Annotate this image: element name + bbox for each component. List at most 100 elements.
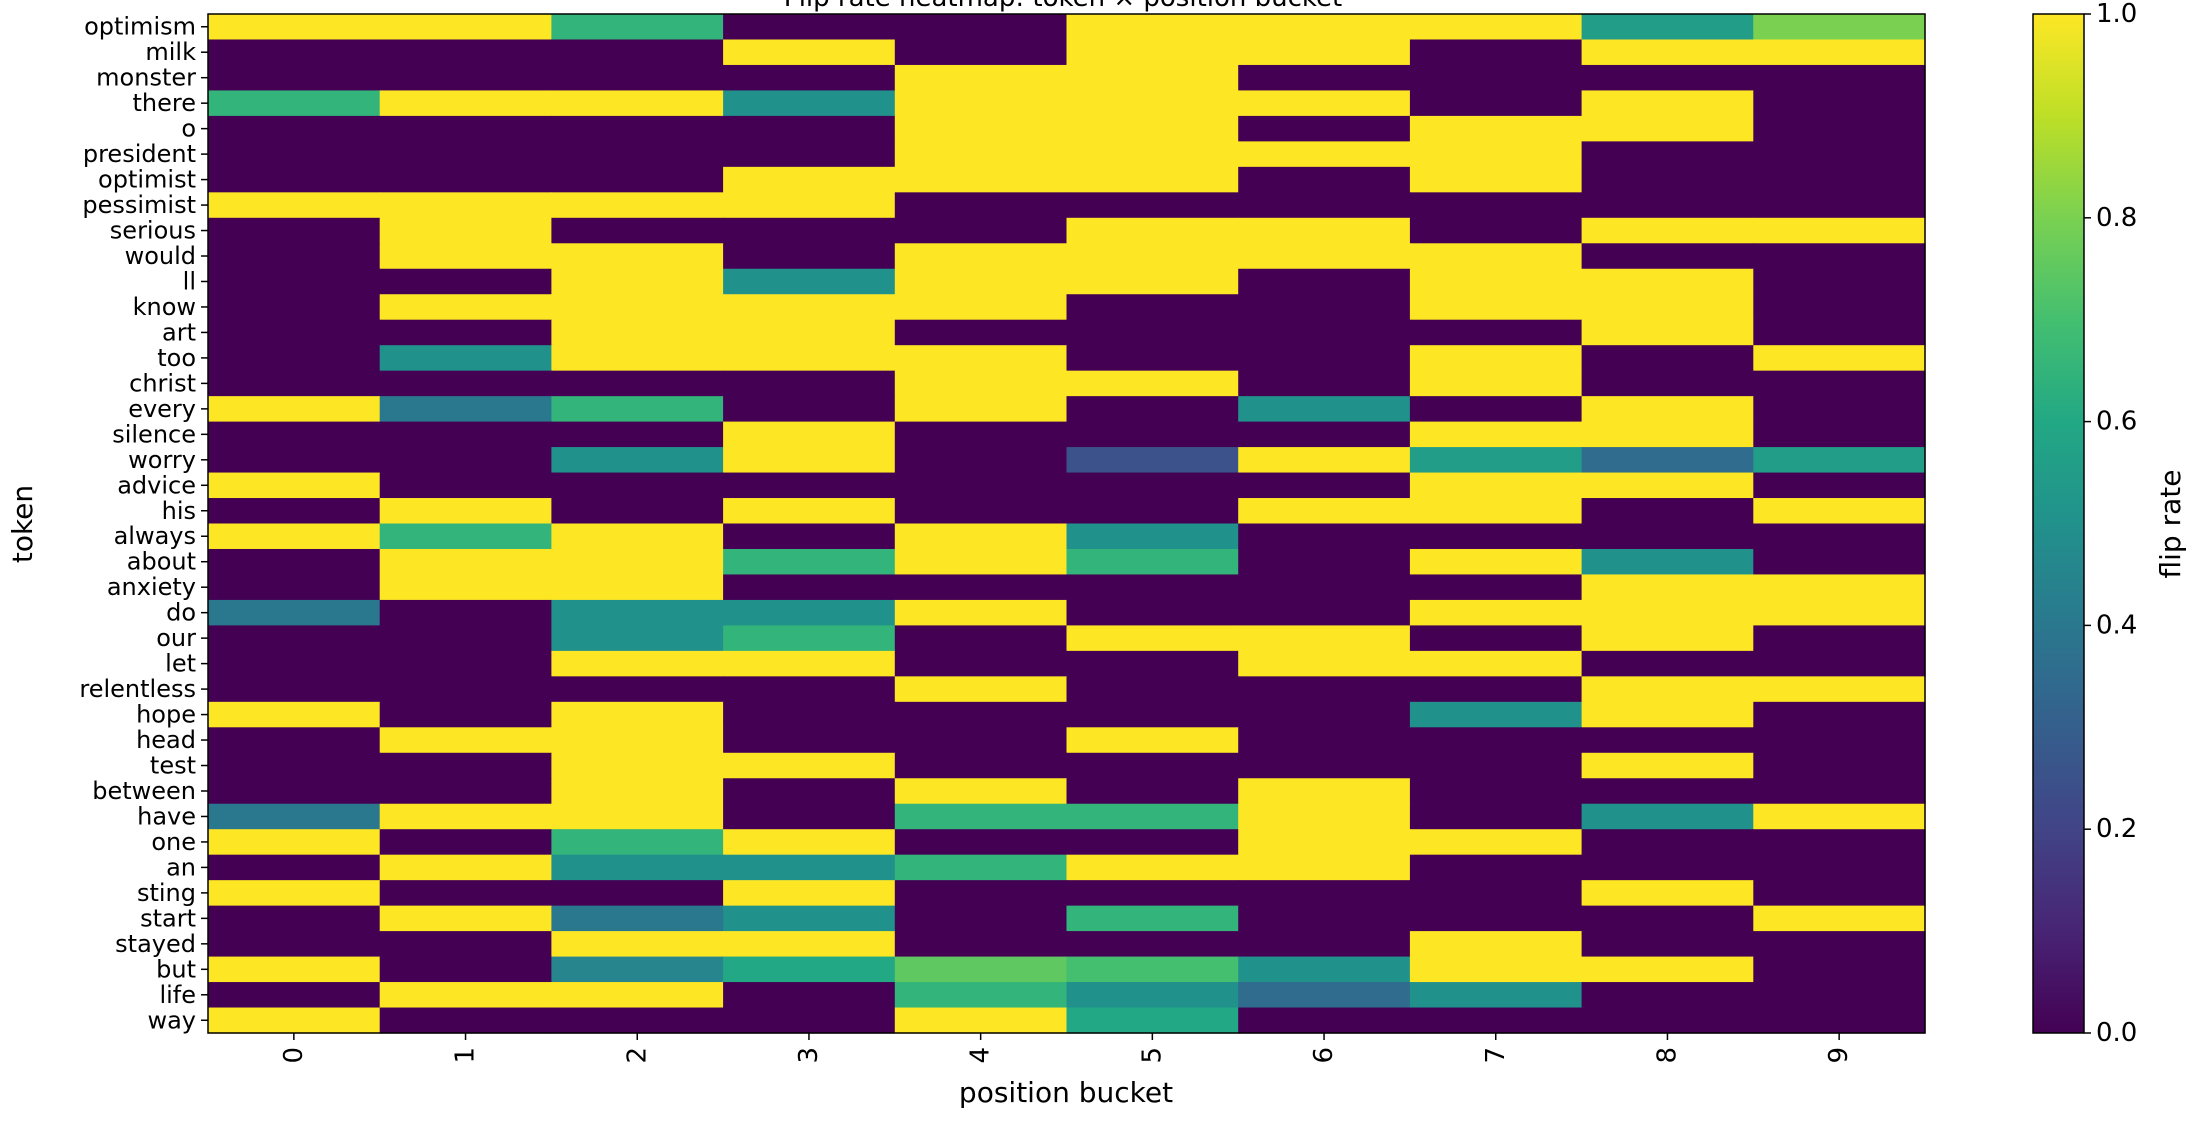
heatmap-cell <box>1753 854 1926 881</box>
y-tick-label: every <box>128 395 196 423</box>
heatmap-cell <box>1238 141 1411 168</box>
heatmap-cell <box>1409 217 1583 244</box>
heatmap-cell <box>379 396 552 423</box>
heatmap-cell <box>1409 64 1583 92</box>
heatmap-cell <box>1409 294 1583 321</box>
heatmap-cell <box>894 982 1068 1009</box>
heatmap-cell <box>1753 727 1926 754</box>
heatmap-cell <box>894 319 1068 346</box>
heatmap-cell <box>379 956 552 983</box>
heatmap-cell <box>1238 727 1411 754</box>
heatmap-cell <box>1238 625 1411 652</box>
heatmap-cell <box>1066 803 1239 830</box>
heatmap-cell <box>1066 625 1239 652</box>
heatmap-cell <box>1238 701 1411 728</box>
y-tick-label: but <box>156 955 196 983</box>
heatmap-cell <box>208 192 381 219</box>
heatmap-cell <box>551 345 724 372</box>
heatmap-cell <box>1066 421 1239 448</box>
heatmap-cell <box>1409 319 1583 346</box>
heatmap-cell <box>1409 956 1583 983</box>
heatmap-cell <box>208 803 381 830</box>
heatmap-cell <box>894 854 1068 881</box>
heatmap-cell <box>1753 548 1926 576</box>
heatmap-cell <box>1581 39 1754 66</box>
heatmap-cell <box>1066 727 1239 754</box>
heatmap-cell <box>1581 217 1754 244</box>
heatmap-cell <box>1753 752 1926 779</box>
y-tick-label: know <box>133 293 196 321</box>
heatmap-cell <box>894 192 1068 219</box>
y-tick-label: head <box>136 726 196 754</box>
heatmap-cell <box>379 268 552 295</box>
heatmap-cell <box>1581 803 1754 830</box>
heatmap-cell <box>723 217 896 244</box>
x-tick-label: 2 <box>622 1047 652 1064</box>
heatmap-cell <box>208 39 381 66</box>
heatmap-cell <box>1066 90 1239 117</box>
heatmap-cell <box>1066 982 1239 1009</box>
heatmap-cell <box>1581 319 1754 346</box>
y-tick-label: worry <box>128 446 196 474</box>
heatmap-cell <box>1581 115 1754 142</box>
heatmap-cell <box>894 166 1068 193</box>
heatmap-cell <box>1753 982 1926 1009</box>
heatmap-cell <box>1409 574 1583 601</box>
heatmap-cell <box>894 498 1068 525</box>
heatmap-cell <box>379 243 552 270</box>
heatmap-cell <box>551 90 724 117</box>
heatmap-cell <box>894 956 1068 983</box>
heatmap-cell <box>894 14 1068 41</box>
heatmap-cell <box>894 217 1068 244</box>
heatmap-cell <box>1409 701 1583 728</box>
heatmap-cell <box>1753 803 1926 830</box>
heatmap-cell <box>1238 421 1411 448</box>
heatmap-cell <box>1409 676 1583 703</box>
heatmap-cell <box>723 64 896 92</box>
heatmap-cell <box>1753 676 1926 703</box>
heatmap-cell <box>1066 880 1239 907</box>
heatmap-cell <box>551 982 724 1009</box>
heatmap-cell <box>1581 752 1754 779</box>
y-tick-label: stayed <box>115 930 196 958</box>
heatmap-cell <box>723 829 896 856</box>
heatmap-cell <box>1238 650 1411 677</box>
heatmap-cell <box>1753 701 1926 728</box>
heatmap-cell <box>723 345 896 372</box>
heatmap-cell <box>894 268 1068 295</box>
heatmap-cell <box>1066 39 1239 66</box>
heatmap-cell <box>208 829 381 856</box>
heatmap-cell <box>208 854 381 881</box>
heatmap-cell <box>1753 778 1926 805</box>
heatmap-cell <box>208 217 381 244</box>
heatmap-cell <box>1581 498 1754 525</box>
heatmap-cell <box>1066 778 1239 805</box>
heatmap-cell <box>1581 523 1754 550</box>
heatmap-cell <box>723 370 896 397</box>
heatmap-cell <box>1238 982 1411 1009</box>
heatmap-cell <box>1581 854 1754 881</box>
heatmap-cell <box>1409 905 1583 932</box>
y-tick-label: do <box>166 599 196 627</box>
heatmap-cell <box>551 498 724 525</box>
heatmap-cell <box>208 778 381 805</box>
heatmap-cell <box>723 421 896 448</box>
heatmap-cell <box>1753 345 1926 372</box>
heatmap-cell <box>1066 64 1239 92</box>
y-tick-label: milk <box>145 38 196 66</box>
y-tick-label: life <box>159 981 196 1009</box>
heatmap-cell <box>723 905 896 932</box>
x-tick-label: 6 <box>1309 1047 1339 1064</box>
heatmap-cell <box>1238 880 1411 907</box>
heatmap-cell <box>379 778 552 805</box>
heatmap-cell <box>208 1007 381 1034</box>
heatmap-cell <box>894 141 1068 168</box>
heatmap-cell <box>379 523 552 550</box>
heatmap-cell <box>1238 14 1411 41</box>
heatmap-cell <box>1409 1007 1583 1034</box>
y-tick-label: always <box>114 522 196 550</box>
heatmap-cell <box>1409 39 1583 66</box>
heatmap-cell <box>551 803 724 830</box>
heatmap-cell <box>1581 192 1754 219</box>
